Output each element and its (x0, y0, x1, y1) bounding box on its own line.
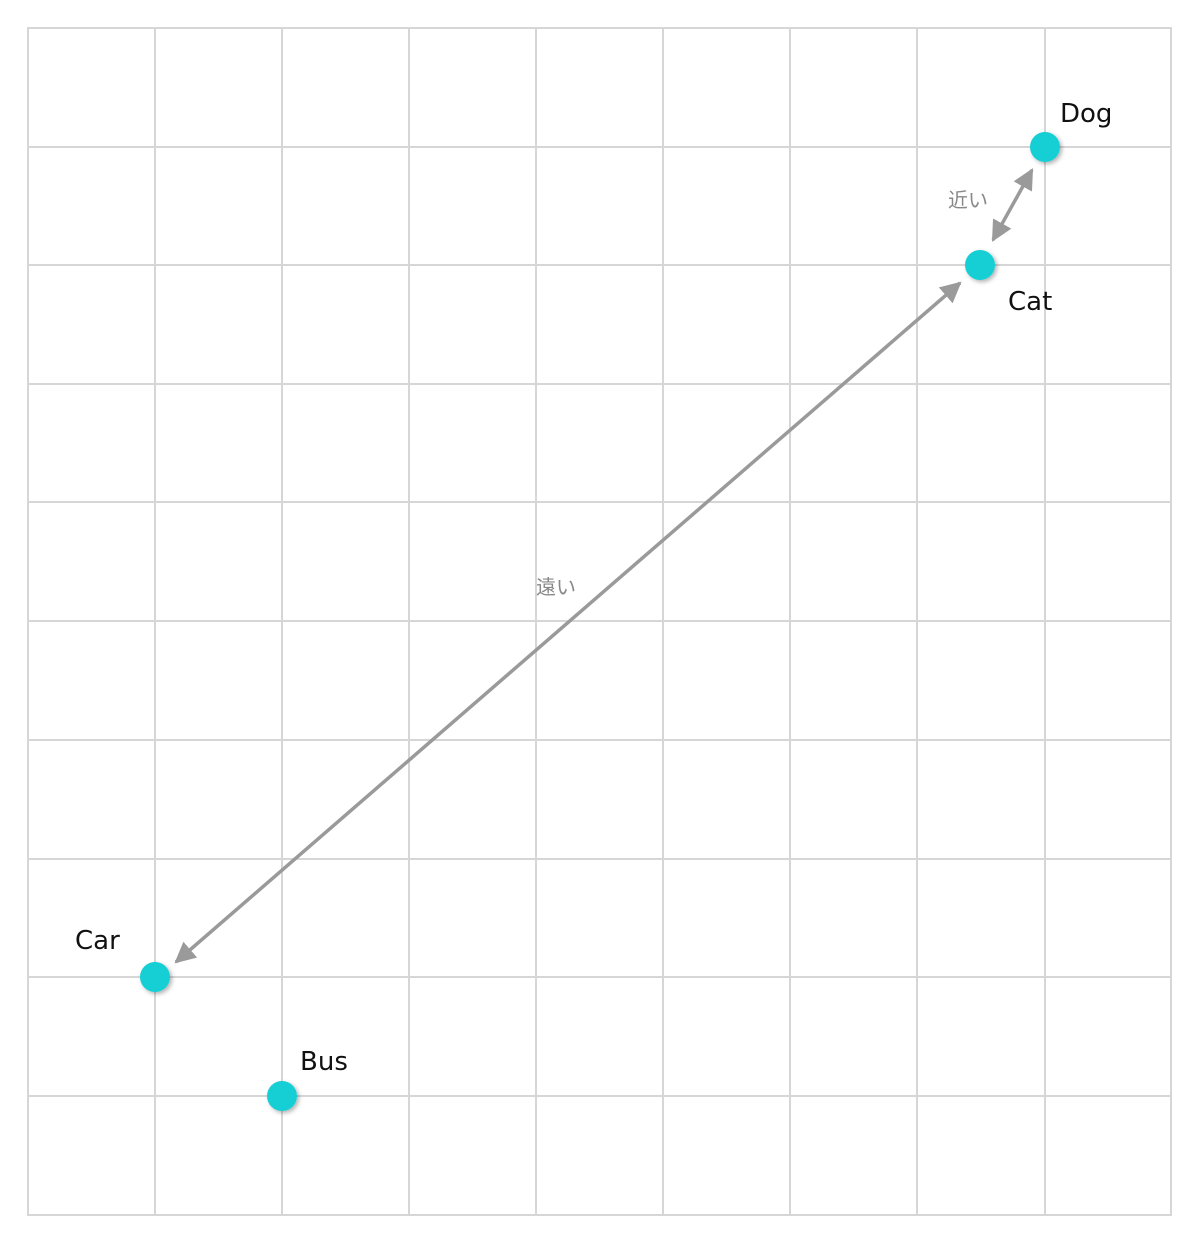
node-label: Bus (300, 1047, 348, 1077)
node-label: Car (75, 926, 120, 956)
node-dot (1030, 132, 1060, 162)
grid-border (27, 27, 1172, 1216)
node-dot (965, 250, 995, 280)
edge-label: 遠い (536, 575, 576, 599)
nodes: Dog Cat Car Bus (75, 99, 1112, 1111)
node-label: Cat (1008, 287, 1052, 317)
node-dot (140, 962, 170, 992)
grid (28, 28, 1171, 1215)
near-arrow (991, 168, 1034, 242)
node-dot (267, 1081, 297, 1111)
far-arrow (174, 281, 962, 964)
node-label: Dog (1060, 99, 1112, 129)
edge-label: 近い (948, 188, 988, 212)
